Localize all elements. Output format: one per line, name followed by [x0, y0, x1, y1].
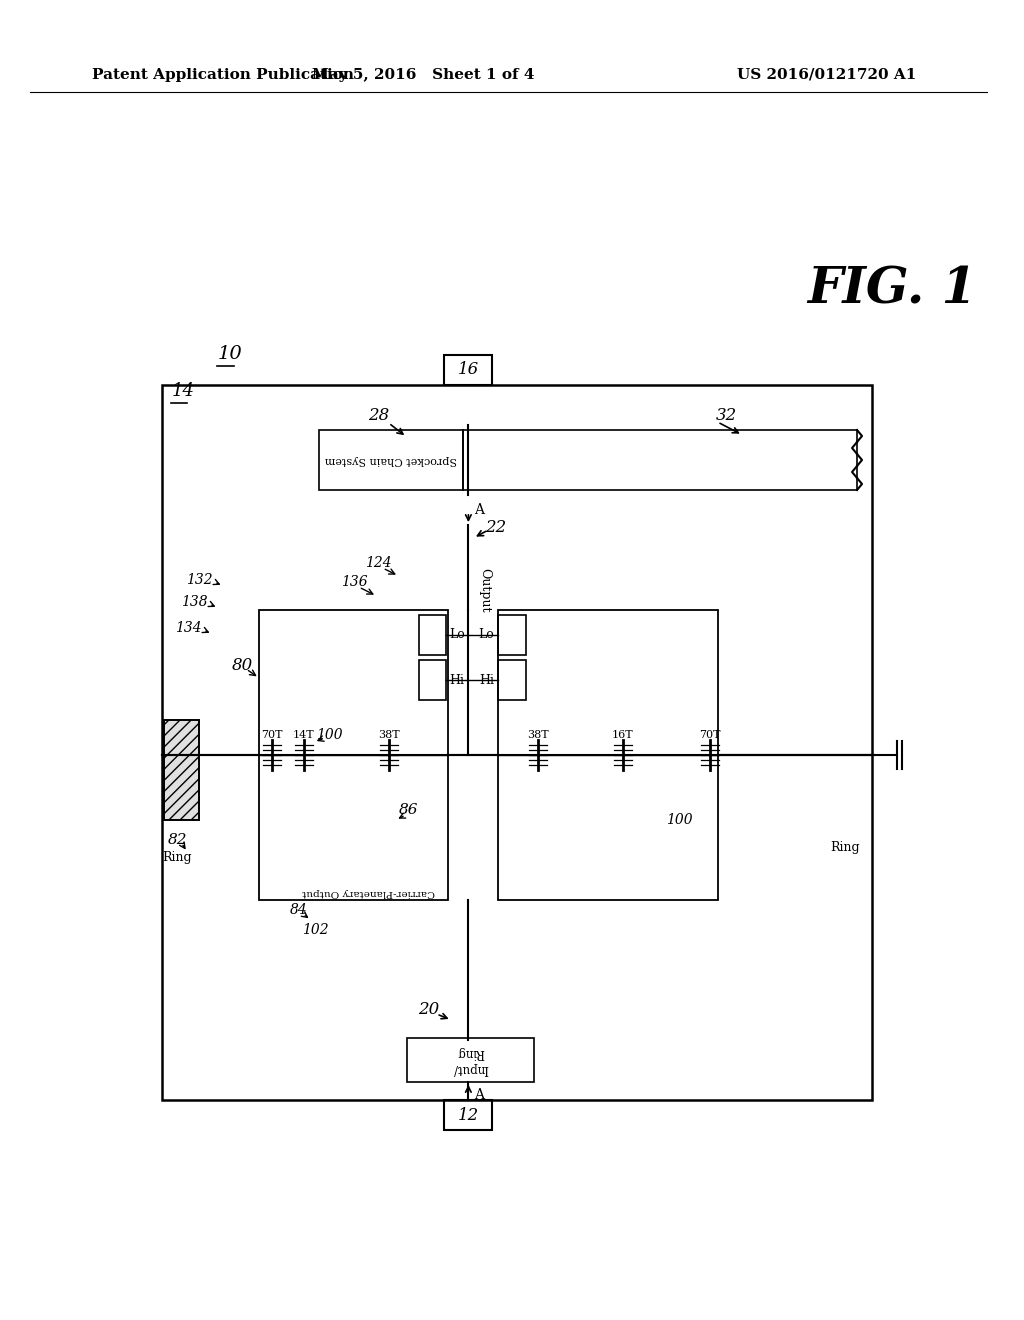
Text: 84: 84 — [290, 903, 308, 917]
Text: 38T: 38T — [378, 730, 399, 741]
Text: 10: 10 — [217, 345, 242, 363]
Bar — [165, 719, 200, 820]
Text: 20: 20 — [418, 1002, 439, 1019]
Text: 100: 100 — [315, 729, 342, 742]
Bar — [419, 660, 446, 700]
Text: 70T: 70T — [698, 730, 720, 741]
Text: Sprocket Chain System: Sprocket Chain System — [325, 455, 458, 465]
Bar — [419, 615, 446, 655]
Text: 86: 86 — [398, 803, 419, 817]
Bar — [444, 1100, 493, 1130]
Text: A: A — [474, 503, 484, 517]
Bar — [407, 1038, 535, 1082]
Text: FIG. 1: FIG. 1 — [807, 265, 977, 314]
Text: 124: 124 — [366, 556, 392, 570]
Text: Hi: Hi — [479, 673, 495, 686]
Text: 28: 28 — [368, 407, 389, 424]
Text: 22: 22 — [485, 519, 507, 536]
Text: A: A — [474, 1088, 484, 1102]
Text: 32: 32 — [716, 407, 737, 424]
Text: Lo: Lo — [478, 628, 495, 642]
Text: Hi: Hi — [450, 673, 465, 686]
Text: 102: 102 — [302, 923, 329, 937]
Bar — [464, 430, 857, 490]
Text: 82: 82 — [168, 833, 187, 847]
Text: 138: 138 — [180, 595, 207, 609]
Text: 14T: 14T — [293, 730, 314, 741]
Text: May 5, 2016   Sheet 1 of 4: May 5, 2016 Sheet 1 of 4 — [312, 69, 535, 82]
Text: US 2016/0121720 A1: US 2016/0121720 A1 — [737, 69, 916, 82]
Text: Ring: Ring — [163, 851, 193, 865]
Bar — [499, 610, 718, 900]
Text: 80: 80 — [231, 656, 253, 673]
Text: 14: 14 — [171, 381, 195, 400]
Text: 12: 12 — [458, 1106, 479, 1123]
Text: 134: 134 — [175, 620, 202, 635]
Text: 132: 132 — [185, 573, 212, 587]
Text: 16T: 16T — [612, 730, 634, 741]
Text: Input/
Ring: Input/ Ring — [453, 1045, 488, 1074]
Bar — [499, 615, 526, 655]
Text: Ring: Ring — [830, 842, 860, 854]
Text: 136: 136 — [341, 576, 368, 589]
Bar — [163, 385, 872, 1100]
Text: 70T: 70T — [261, 730, 283, 741]
Bar — [499, 660, 526, 700]
Text: Output: Output — [478, 568, 492, 612]
Text: 100: 100 — [667, 813, 693, 828]
Text: Carrier-Planetary Output: Carrier-Planetary Output — [302, 888, 435, 898]
Bar — [318, 430, 464, 490]
Text: 38T: 38T — [527, 730, 549, 741]
Text: Patent Application Publication: Patent Application Publication — [92, 69, 353, 82]
Text: 16: 16 — [458, 362, 479, 379]
Bar — [259, 610, 449, 900]
Text: Lo: Lo — [450, 628, 465, 642]
Bar — [444, 355, 493, 385]
